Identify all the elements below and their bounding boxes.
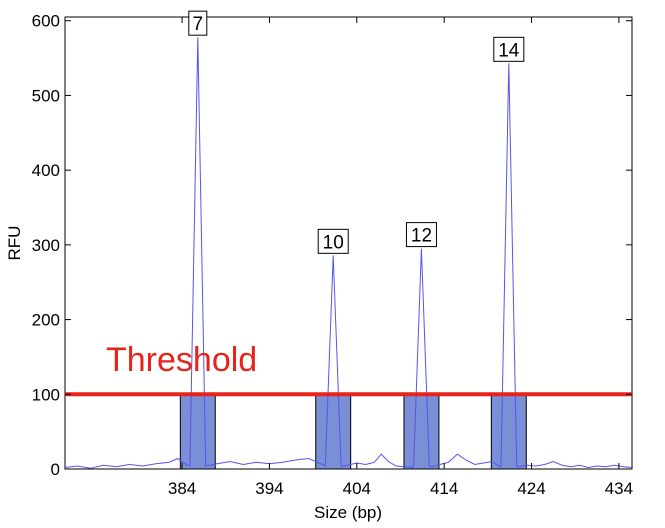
allele-bin-14 (490, 393, 527, 470)
y-tick-label: 200 (32, 311, 60, 330)
peak-label-text: 7 (193, 14, 204, 35)
peak-label-text: 10 (323, 232, 344, 253)
threshold-group: Threshold (65, 341, 632, 397)
x-tick-label: 414 (430, 479, 458, 498)
allele-bin-10 (315, 393, 352, 470)
x-tick-label: 404 (343, 479, 371, 498)
peak-label-10: 10 (317, 228, 349, 254)
threshold-label: Threshold (106, 341, 257, 379)
y-tick-label: 0 (51, 460, 60, 479)
x-axis: 384 394 404 414 424 434 (168, 17, 633, 498)
allele-bin-7 (179, 393, 216, 470)
x-tick-label: 394 (255, 479, 283, 498)
y-tick-label: 100 (32, 385, 60, 404)
y-tick-label: 500 (32, 86, 60, 105)
signal-trace-line (64, 37, 633, 469)
y-tick-label: 300 (32, 236, 60, 255)
peak-label-box (405, 222, 437, 248)
signal-trace (64, 37, 633, 469)
y-tick-label: 600 (32, 12, 60, 31)
peak-label-text: 12 (411, 226, 432, 247)
peak-label-box (188, 10, 208, 36)
peak-label-box (317, 228, 349, 254)
peak-label-text: 14 (498, 40, 520, 61)
x-tick-label: 384 (168, 479, 196, 498)
peak-label-box (493, 36, 525, 62)
x-tick-label: 434 (605, 479, 633, 498)
peak-label-7: 7 (188, 10, 208, 36)
y-axis: 0 100 200 300 400 500 600 (32, 12, 632, 479)
peak-label-14: 14 (493, 36, 525, 62)
peak-labels: 7 10 12 14 (188, 10, 525, 254)
y-tick-label: 400 (32, 161, 60, 180)
allele-bin-12 (403, 393, 440, 470)
peak-label-12: 12 (405, 222, 437, 248)
x-tick-label: 424 (517, 479, 545, 498)
x-axis-title: Size (bp) (314, 503, 382, 522)
y-axis-title: RFU (5, 226, 24, 261)
